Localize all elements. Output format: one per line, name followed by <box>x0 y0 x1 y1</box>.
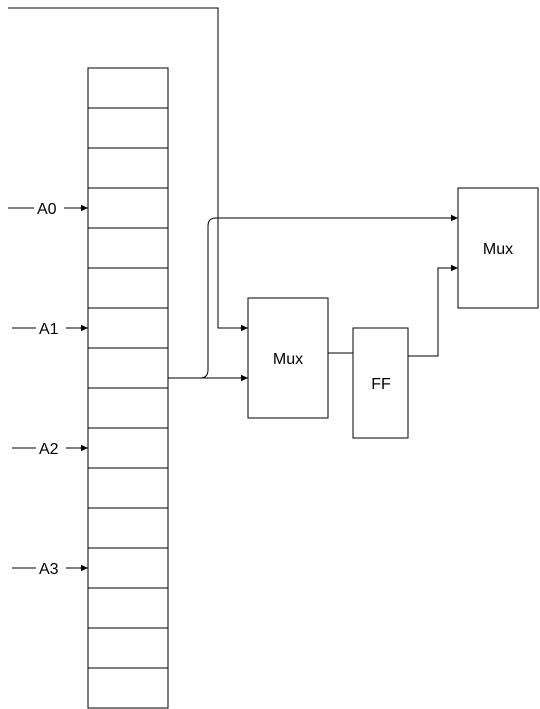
address-input-a2: A2 <box>12 439 88 458</box>
a1-label: A1 <box>39 321 59 338</box>
a2-label: A2 <box>39 441 59 458</box>
memory-cell <box>87 467 169 509</box>
address-input-a1: A1 <box>12 319 88 338</box>
memory-cell <box>87 227 169 269</box>
ff-to-mux-wire <box>408 264 458 357</box>
mux-upper-label: Mux <box>483 241 513 258</box>
mux-upper-block <box>457 187 539 309</box>
memory-cell <box>87 267 169 309</box>
a3-label-bg <box>36 559 66 577</box>
flip-flop-block <box>352 327 409 439</box>
address-input-a3: A3 <box>12 559 88 578</box>
memory-cell <box>87 547 169 589</box>
memory-cell <box>87 427 169 469</box>
memory-cell <box>87 147 169 189</box>
a3-label: A3 <box>39 561 59 578</box>
memory-cell <box>87 387 169 429</box>
memory-cell <box>87 667 169 709</box>
flip-flop-label: FF <box>371 376 391 393</box>
memory-cell <box>87 627 169 669</box>
top-feedback-wire <box>8 7 248 332</box>
memory-array <box>87 67 169 709</box>
a0-label-bg <box>34 199 64 217</box>
memory-bypass-wire <box>168 214 458 379</box>
a0-label: A0 <box>37 201 57 218</box>
memory-cell <box>87 67 169 109</box>
memory-cell <box>87 507 169 549</box>
memory-cell <box>87 347 169 389</box>
address-input-a0: A0 <box>8 199 88 218</box>
memory-cell <box>87 587 169 629</box>
a2-label-bg <box>36 439 66 457</box>
memory-cell <box>87 307 169 349</box>
mux-lower-block <box>247 297 329 419</box>
a1-label-bg <box>36 319 66 337</box>
mux-lower-label: Mux <box>273 351 303 368</box>
memory-cell <box>87 107 169 149</box>
memory-cell <box>87 187 169 229</box>
